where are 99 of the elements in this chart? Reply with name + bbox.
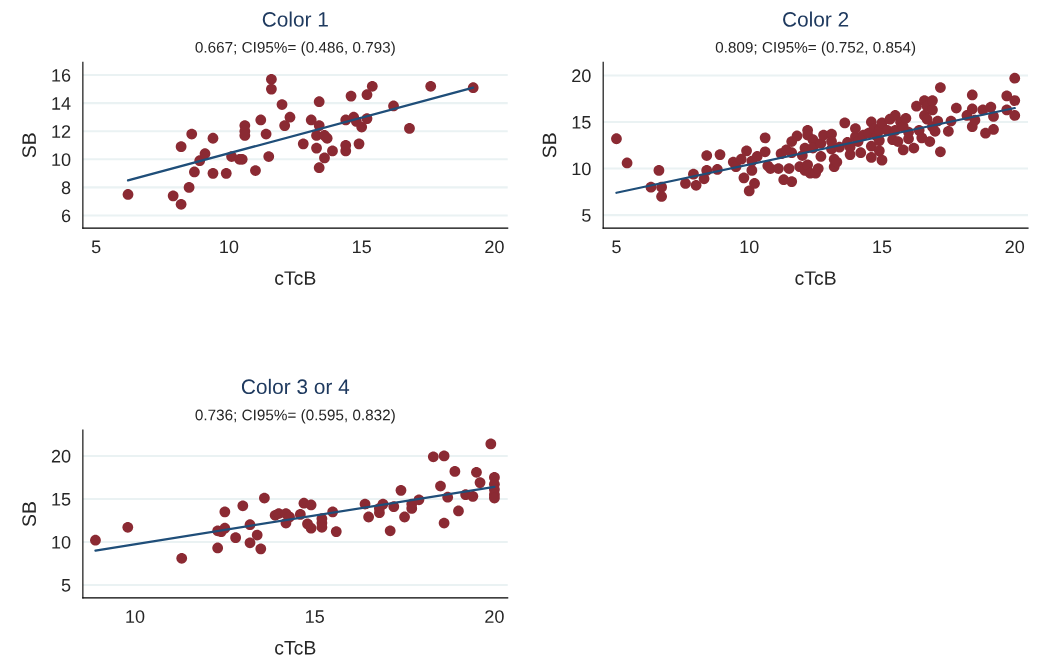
y-tick-label: 20: [51, 449, 71, 463]
point: [311, 142, 322, 154]
x-tick-label: 20: [1005, 240, 1025, 254]
point: [276, 99, 288, 110]
point: [207, 167, 219, 179]
point: [189, 166, 200, 178]
point: [449, 466, 461, 477]
point: [250, 165, 261, 176]
point: [167, 190, 179, 202]
chart-title: Color 3 or 4: [241, 378, 350, 395]
point: [453, 505, 464, 517]
chart-title: Color 2: [783, 11, 849, 27]
point: [404, 123, 415, 134]
x-axis-title: cTcB: [795, 271, 836, 285]
point: [199, 148, 211, 160]
y-tick-label: 14: [52, 97, 71, 110]
point: [399, 511, 410, 523]
point: [353, 138, 365, 150]
point: [207, 132, 219, 144]
point: [313, 96, 325, 108]
x-tick-label: 5: [612, 240, 621, 254]
point: [284, 111, 296, 123]
point: [319, 152, 330, 164]
point: [255, 114, 267, 126]
point: [220, 167, 232, 179]
x-tick-label: 15: [353, 240, 371, 254]
point: [361, 89, 373, 101]
point: [186, 128, 198, 140]
point: [259, 492, 270, 504]
point: [260, 128, 272, 140]
point: [255, 543, 267, 555]
x-tick-label: 15: [306, 610, 324, 623]
x-tick-label: 10: [126, 610, 145, 623]
point: [305, 522, 317, 534]
point: [327, 145, 338, 157]
y-tick-label: 8: [61, 181, 71, 195]
x-tick-label: 10: [220, 240, 239, 254]
y-tick-label: 6: [61, 209, 71, 223]
x-tick-label: 5: [91, 240, 101, 254]
x-axis-title: cTcB: [275, 641, 316, 655]
point: [313, 162, 325, 174]
y-tick-label: 16: [52, 68, 71, 82]
point: [122, 189, 134, 200]
x-tick-label: 20: [485, 610, 504, 623]
point: [183, 182, 195, 193]
y-axis-title: SB: [542, 133, 557, 158]
point: [395, 484, 407, 496]
y-tick-label: 5: [61, 579, 71, 592]
point: [384, 525, 396, 537]
chart-subtitle: 0.667; CI95%= (0.486, 0.793): [195, 41, 395, 56]
y-tick-label: 10: [52, 535, 71, 549]
y-tick-label: 15: [52, 493, 71, 506]
point: [263, 151, 275, 162]
y-tick-label: 15: [572, 116, 591, 129]
point: [175, 141, 187, 153]
point: [474, 477, 486, 488]
y-axis-title: SB: [22, 502, 37, 527]
chart-title: Color 1: [262, 11, 328, 27]
x-tick-label: 20: [485, 240, 504, 254]
point: [266, 83, 277, 95]
point: [485, 438, 497, 450]
y-tick-label: 5: [582, 209, 591, 222]
point: [279, 120, 291, 131]
point: [427, 451, 439, 463]
y-axis-title: SB: [22, 133, 37, 158]
x-tick-label: 10: [740, 240, 759, 254]
point: [251, 529, 263, 541]
point: [219, 506, 231, 518]
point: [330, 526, 342, 537]
point: [438, 450, 450, 462]
point: [266, 73, 277, 85]
point: [366, 80, 378, 92]
y-tick-label: 20: [572, 69, 591, 83]
point: [122, 521, 134, 533]
point: [175, 198, 187, 210]
point: [230, 532, 242, 544]
point: [425, 80, 437, 92]
point: [297, 138, 309, 150]
chart-subtitle: 0.736; CI95%= (0.595, 0.832): [195, 409, 395, 424]
point: [176, 552, 188, 564]
point: [212, 542, 224, 554]
point: [90, 534, 101, 546]
point: [345, 90, 357, 102]
x-axis-title: cTcB: [275, 271, 316, 285]
x-tick-label: 15: [873, 240, 892, 254]
point: [237, 500, 249, 512]
chart-subtitle: 0.809; CI95%= (0.752, 0.854): [715, 41, 916, 56]
point: [435, 480, 446, 492]
point: [305, 114, 317, 126]
point: [244, 537, 256, 549]
y-tick-label: 10: [572, 162, 591, 176]
y-tick-label: 10: [52, 153, 71, 167]
point: [356, 121, 368, 133]
point: [305, 499, 317, 511]
point: [471, 466, 482, 478]
point: [438, 517, 450, 529]
point: [363, 511, 374, 523]
point: [467, 490, 479, 502]
y-tick-label: 12: [52, 125, 71, 138]
